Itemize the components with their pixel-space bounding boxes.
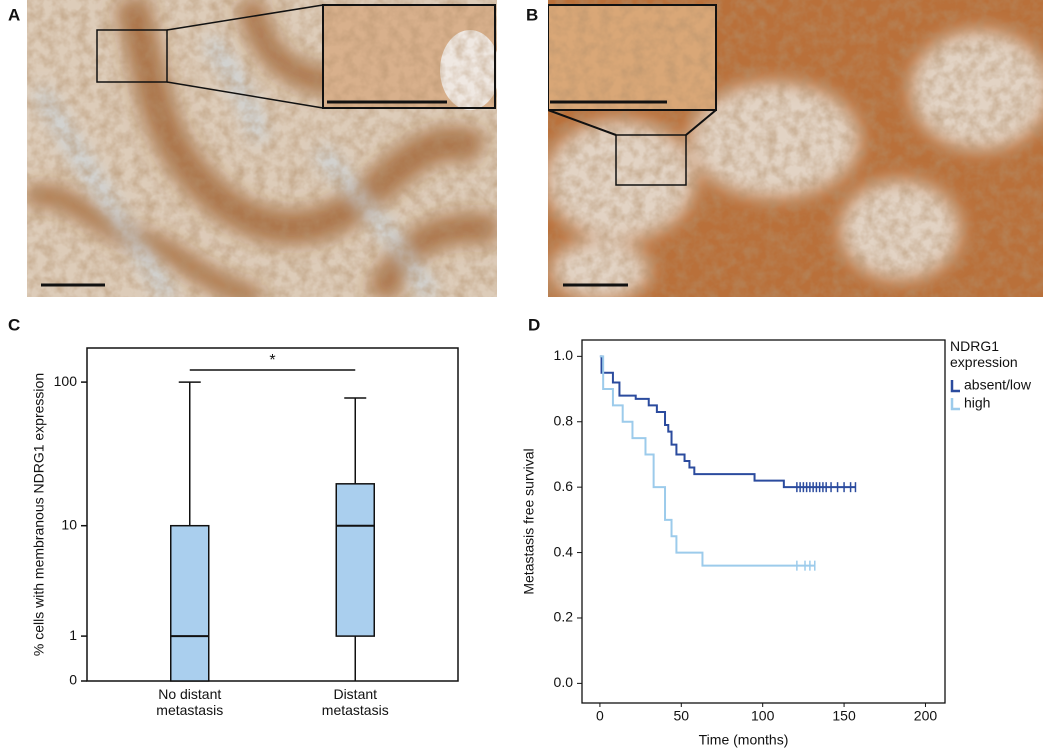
y-tick-label: 1: [69, 627, 77, 643]
y-axis-label: % cells with membranous NDRG1 expression: [31, 373, 47, 656]
significance-label: *: [269, 352, 275, 369]
plot-frame: [86, 347, 459, 682]
plot-frame: [581, 339, 946, 704]
x-tick-label: 50: [674, 708, 690, 724]
box: [170, 524, 210, 682]
y-tick-label: 10: [61, 516, 77, 532]
y-tick-label: 0.8: [554, 412, 574, 428]
panel-label: C: [8, 315, 20, 334]
panel-label: D: [528, 315, 540, 334]
y-tick-label: 0.6: [554, 478, 574, 494]
micrograph-a: [27, 0, 497, 297]
x-axis-label: Time (months): [699, 732, 789, 748]
x-tick-label: 100: [751, 708, 775, 724]
y-tick-label: 100: [54, 373, 78, 389]
panel-label: B: [526, 5, 538, 24]
micrograph-b: [548, 0, 1043, 297]
survival-curve: [599, 355, 815, 567]
legend-label: high: [964, 395, 990, 411]
survival-curve: [599, 355, 856, 489]
x-tick-label: 200: [914, 708, 938, 724]
y-tick-label: 0.0: [554, 674, 574, 690]
legend-swatch: [950, 380, 960, 393]
y-tick-label: 0.4: [554, 543, 574, 559]
panel-label: A: [8, 5, 20, 24]
y-tick-label: 1.0: [554, 347, 574, 363]
y-tick-label: 0: [69, 672, 77, 688]
x-tick-label: 150: [832, 708, 856, 724]
x-tick-label: No distant metastasis: [156, 686, 224, 718]
legend-title: NDRG1 expression: [950, 338, 1018, 370]
y-axis-label: Metastasis free survival: [521, 448, 537, 594]
legend-label: absent/low: [964, 377, 1032, 393]
legend-swatch: [950, 398, 960, 411]
x-tick-label: Distant metastasis: [321, 686, 389, 718]
box: [335, 483, 375, 637]
y-tick-label: 0.2: [554, 609, 574, 625]
x-tick-label: 0: [596, 708, 604, 724]
